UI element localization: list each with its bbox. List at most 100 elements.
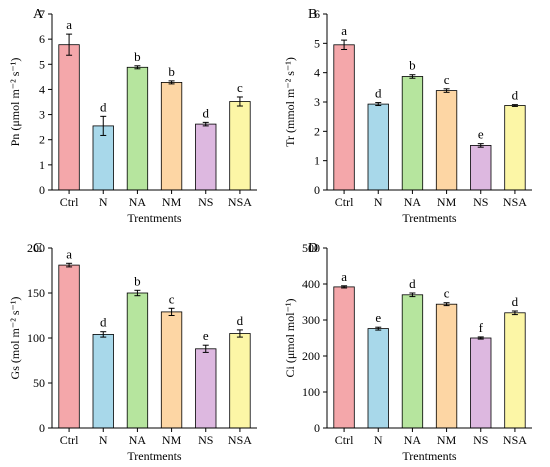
y-tick-label: 3 [314, 95, 320, 109]
bar-na [126, 66, 149, 191]
x-tick-label: NA [404, 433, 422, 447]
significance-letter: e [203, 328, 209, 343]
bar-ctrl [58, 264, 80, 429]
y-tick-label: 400 [302, 277, 320, 291]
y-tick-label: 200 [27, 241, 45, 255]
panel-label: B [308, 7, 317, 22]
x-axis-title: Trentments [402, 449, 457, 463]
chart-panel-a: a Ctrl d Nb NA b NM d NS c NSA 0 1 2 3 4 5 6 7A Pn (μmol m⁻… [8, 7, 257, 225]
y-tick-label: 0 [314, 421, 320, 435]
x-tick-label: Ctrl [60, 433, 79, 447]
y-tick-label: 0 [39, 183, 45, 197]
bar-na [401, 294, 424, 429]
y-tick-label: 4 [39, 82, 45, 96]
significance-letter: c [169, 291, 175, 306]
significance-letter: b [409, 58, 416, 73]
y-tick-label: 1 [314, 154, 320, 168]
bar-nsa [229, 333, 251, 429]
bar-n [367, 328, 389, 429]
y-tick-label: 50 [33, 376, 45, 390]
significance-letter: d [512, 88, 519, 103]
significance-letter: d [100, 315, 107, 330]
x-tick-label: N [99, 433, 108, 447]
bar-ctrl [58, 44, 80, 191]
y-tick-label: 4 [314, 66, 320, 80]
y-axis-title: Gs (mol m⁻² s⁻¹) [8, 297, 22, 380]
y-tick-label: 100 [27, 331, 45, 345]
bar-ns [470, 144, 492, 191]
y-axis-title: Pn (μmol m⁻² s⁻¹) [8, 58, 22, 147]
y-tick-label: 6 [39, 32, 45, 46]
bar-nm [435, 303, 458, 429]
y-tick-label: 5 [314, 36, 320, 50]
y-tick-label: 0 [314, 183, 320, 197]
significance-letter: c [237, 80, 243, 95]
bar-n [367, 103, 389, 191]
y-tick-label: 1 [39, 158, 45, 172]
x-tick-label: NM [162, 433, 182, 447]
x-tick-label: NA [129, 195, 147, 209]
x-tick-label: NA [129, 433, 147, 447]
x-tick-label: NM [437, 195, 457, 209]
x-tick-label: NSA [503, 433, 527, 447]
y-axis-title: Tr (mmol m⁻² s⁻¹) [283, 57, 297, 147]
y-tick-label: 7 [39, 7, 45, 21]
x-tick-label: NS [198, 195, 213, 209]
x-tick-label: NSA [228, 433, 252, 447]
significance-letter: d [237, 313, 244, 328]
bar-nm [160, 311, 183, 429]
x-tick-label: NS [473, 195, 488, 209]
x-tick-label: NS [473, 433, 488, 447]
significance-letter: d [512, 294, 519, 309]
bar-ns [470, 337, 492, 429]
x-tick-label: Ctrl [335, 195, 354, 209]
significance-letter: e [478, 127, 484, 142]
x-tick-label: NS [198, 433, 213, 447]
x-tick-label: NSA [503, 195, 527, 209]
significance-letter: a [66, 17, 72, 32]
significance-letter: c [444, 72, 450, 87]
panel-label: C [33, 241, 42, 256]
panel-label: D [308, 241, 318, 256]
significance-letter: b [168, 64, 175, 79]
chart-panel-b: a Ctrl d Nb NA c NM e NS d NSA 0 1 2 3 4 5 6B Tr (mmol m⁻²… [283, 7, 532, 225]
significance-letter: d [375, 86, 382, 101]
bar-nsa [504, 105, 526, 191]
bar-ns [195, 123, 217, 191]
y-tick-label: 2 [39, 133, 45, 147]
significance-letter: c [444, 286, 450, 301]
y-tick-label: 500 [302, 241, 320, 255]
significance-letter: d [409, 276, 416, 291]
significance-letter: f [479, 320, 484, 335]
significance-letter: d [100, 99, 107, 114]
y-axis-title: Ci (μmol mol⁻¹) [283, 298, 297, 377]
significance-letter: e [375, 310, 381, 325]
x-tick-label: NSA [228, 195, 252, 209]
bar-ctrl [333, 286, 355, 429]
y-tick-label: 300 [302, 313, 320, 327]
x-tick-label: NA [404, 195, 422, 209]
x-axis-title: Trentments [127, 211, 182, 225]
x-tick-label: N [99, 195, 108, 209]
significance-letter: d [203, 105, 210, 120]
x-tick-label: Ctrl [60, 195, 79, 209]
y-tick-label: 2 [314, 124, 320, 138]
bar-ctrl [333, 44, 355, 191]
bar-na [401, 76, 424, 191]
y-tick-label: 200 [302, 349, 320, 363]
bar-na [126, 292, 149, 429]
panel-label: A [33, 7, 44, 22]
x-tick-label: NM [162, 195, 182, 209]
bar-n [92, 333, 114, 429]
y-tick-label: 6 [314, 7, 320, 21]
x-axis-title: Trentments [127, 449, 182, 463]
significance-letter: b [134, 49, 141, 64]
x-tick-label: N [374, 195, 383, 209]
y-tick-label: 0 [39, 421, 45, 435]
bar-nsa [504, 312, 526, 429]
bar-nsa [229, 101, 251, 191]
x-tick-label: Ctrl [335, 433, 354, 447]
